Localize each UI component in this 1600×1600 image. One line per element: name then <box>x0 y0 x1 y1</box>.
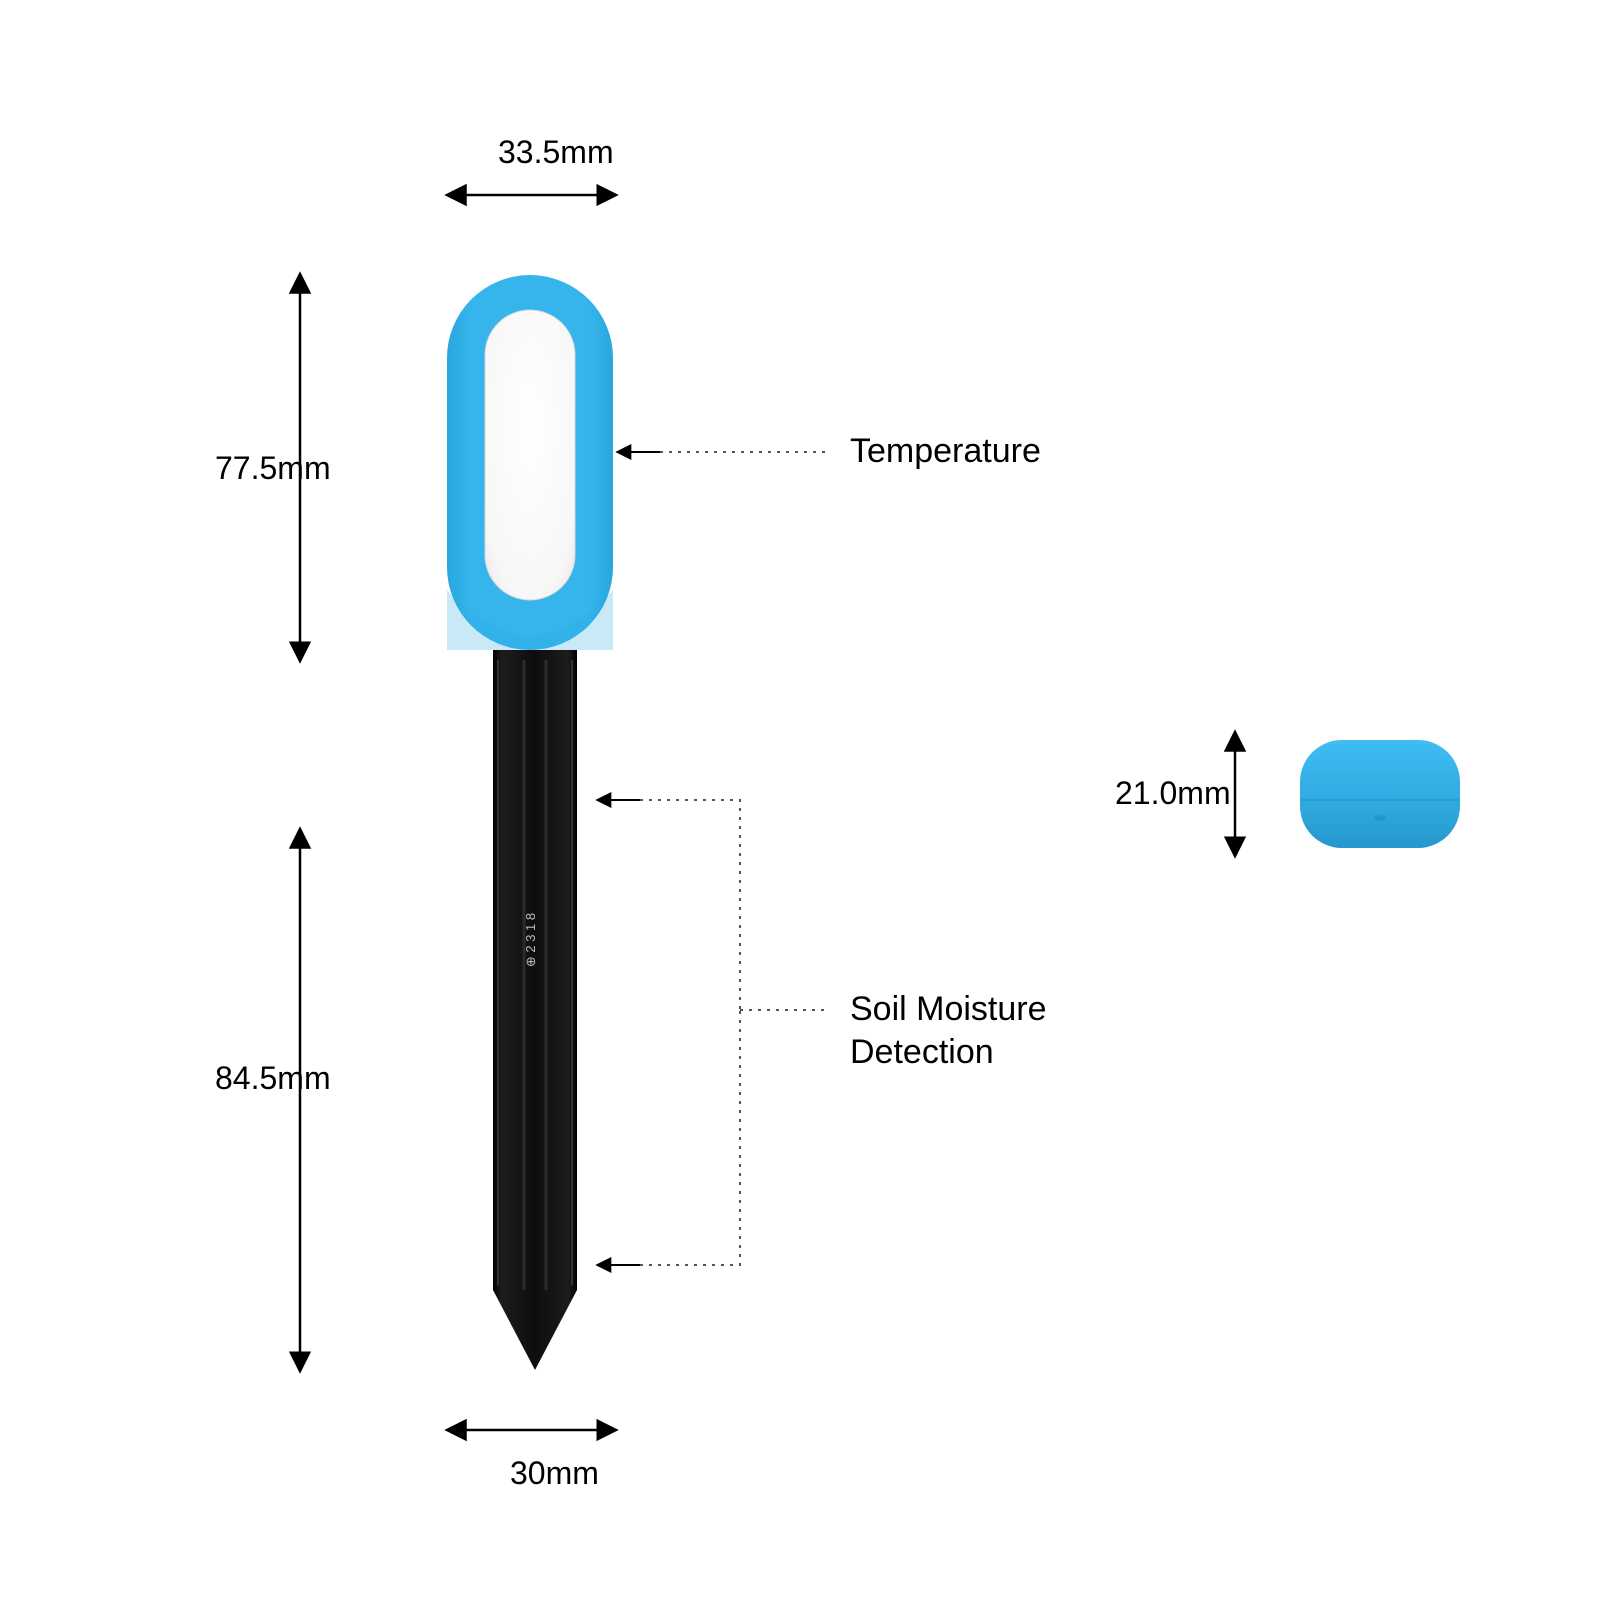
dim-top-width: 33.5mm <box>498 134 614 171</box>
callout-temperature: Temperature <box>850 432 1041 471</box>
callout-soil-moisture: Soil Moisture Detection <box>850 988 1047 1073</box>
dim-side-h: 21.0mm <box>1115 775 1231 812</box>
probe: ⊕ 2 3 1 8 <box>493 650 577 1370</box>
dim-bottom-w: 30mm <box>510 1455 599 1492</box>
diagram-svg: ⊕ 2 3 1 8 <box>0 0 1600 1600</box>
handle-window <box>485 310 575 600</box>
leader-soil-moisture <box>640 800 830 1265</box>
device-side-view <box>1300 740 1460 848</box>
handle <box>447 275 613 650</box>
dim-handle-h: 77.5mm <box>215 450 331 487</box>
dim-probe-h: 84.5mm <box>215 1060 331 1097</box>
svg-text:⊕ 2 3 1 8: ⊕ 2 3 1 8 <box>523 913 538 967</box>
